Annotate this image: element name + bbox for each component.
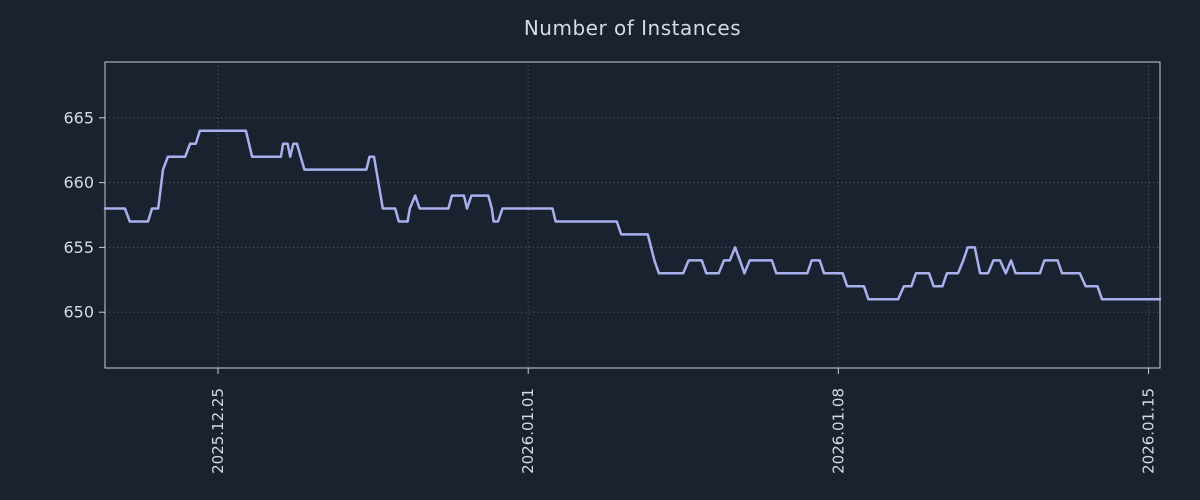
series-line [103,129,1162,301]
x-tick-label: 2026.01.15 [1140,388,1158,474]
y-tick-label: 665 [63,108,94,127]
y-tick-label: 650 [63,303,94,322]
plot-border [104,61,1161,369]
y-tick-label: 660 [63,173,94,192]
x-tick-label: 2026.01.08 [829,388,847,474]
x-tick-label: 2026.01.01 [519,388,537,474]
x-tick-label: 2025.12.25 [209,388,227,474]
y-tick-label: 655 [63,238,94,257]
chart-title: Number of Instances [523,16,742,40]
